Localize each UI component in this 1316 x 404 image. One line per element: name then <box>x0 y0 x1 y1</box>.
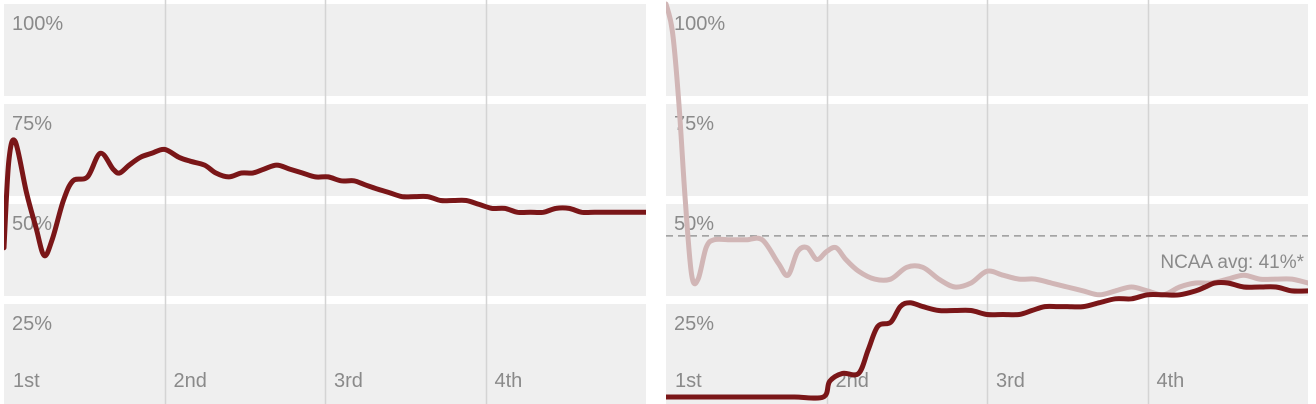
x-tick-label: 4th <box>1157 370 1185 392</box>
y-tick-label: 100% <box>674 13 725 35</box>
y-tick-label: 50% <box>12 213 52 235</box>
series-line-2 <box>666 280 1308 401</box>
x-tick-label: 1st <box>675 370 702 392</box>
y-tick-label: 75% <box>674 113 714 135</box>
y-tick-label: 75% <box>12 113 52 135</box>
y-tick-label: 25% <box>12 313 52 335</box>
x-tick-label: 3rd <box>334 370 363 392</box>
y-tick-label: 50% <box>674 213 714 235</box>
series-line-1 <box>666 1 1308 298</box>
x-tick-label: 3rd <box>996 370 1025 392</box>
y-tick-label: 25% <box>674 313 714 335</box>
chart-panel-1: 100% 75% 50% 25% 1st 2nd 3rd 4th <box>4 0 646 404</box>
reference-line-label: NCAA avg: 41%* <box>1160 252 1304 273</box>
y-tick-label: 100% <box>12 13 63 35</box>
x-tick-label: 4th <box>495 370 523 392</box>
series-line-1 <box>4 137 646 259</box>
x-tick-label: 1st <box>13 370 40 392</box>
x-tick-label: 2nd <box>174 370 207 392</box>
